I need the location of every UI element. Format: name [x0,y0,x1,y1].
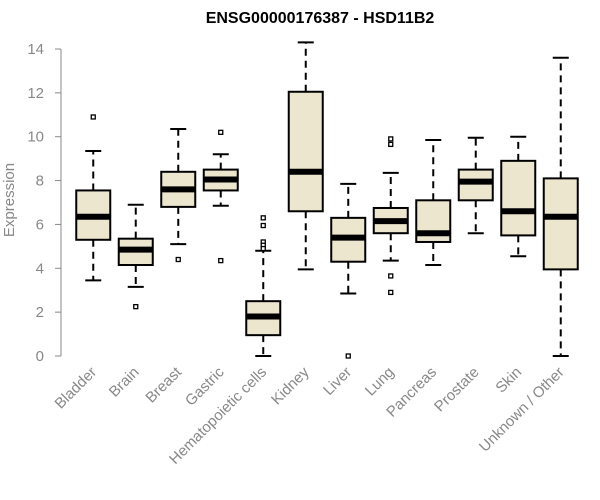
x-tick-label: Prostate [431,364,483,416]
y-axis-label: Expression [1,163,18,237]
iqr-box [457,168,494,202]
x-tick-label: Bladder [51,364,100,413]
y-axis: 0 2 4 6 8 10 12 14 [27,41,62,365]
y-tick-label: 4 [36,260,44,277]
x-tick-label: Kidney [268,363,313,408]
box-brain [117,203,154,310]
iqr-box [500,159,537,237]
y-tick-label: 6 [36,216,44,233]
outlier-point [388,289,394,296]
outlier-point [260,215,266,221]
outlier-point [260,222,266,229]
x-tick-label: Liver [320,364,355,399]
box-prostate [457,136,494,235]
box-hematopoietic-cells [245,215,282,357]
outlier-point [175,256,181,263]
y-tick-label: 2 [36,304,44,321]
outlier-point [218,129,224,135]
y-tick-label: 10 [27,129,44,146]
outlier-point [133,304,139,310]
x-tick-label: Breast [142,363,185,406]
chart-title: ENSG00000176387 - HSD11B2 [206,10,435,27]
box-pancreas [415,139,452,266]
box-lung [372,136,409,296]
x-tick-label: Brain [106,364,143,401]
box-liver [330,182,367,359]
outlier-point [90,114,96,120]
y-tick-label: 8 [36,173,44,190]
y-tick-label: 12 [27,85,44,102]
outlier-point [388,136,394,142]
outlier-point [260,245,266,252]
y-tick-label: 0 [36,348,44,365]
y-tick-label: 14 [27,41,44,58]
outlier-point [388,141,394,148]
box-kidney [287,41,324,271]
boxes [75,41,579,359]
iqr-box [542,177,579,271]
box-unknown-other [542,56,579,357]
outlier-point [218,257,224,264]
box-bladder [75,114,112,282]
x-tick-label: Lung [362,364,398,400]
x-tick-label: Skin [492,364,525,397]
box-skin [500,135,537,258]
outlier-point [345,353,351,359]
iqr-box [287,90,324,213]
outlier-point [388,273,394,279]
box-breast [160,128,197,263]
box-gastric [202,129,239,264]
